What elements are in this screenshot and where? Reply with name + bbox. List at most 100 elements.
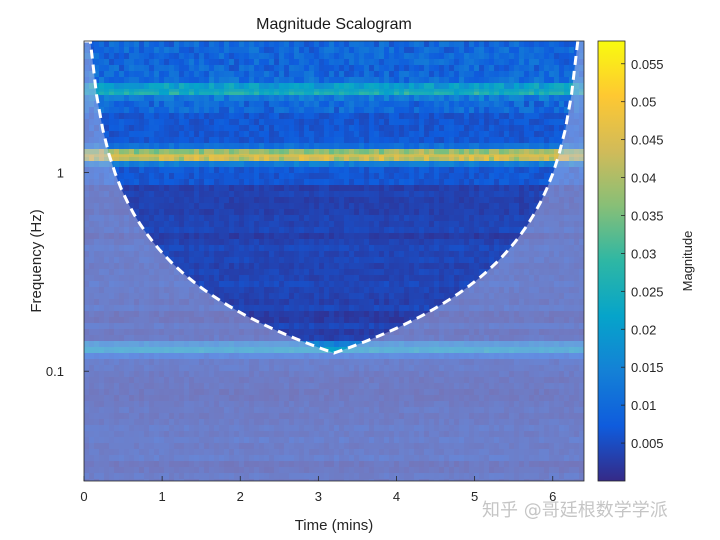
heatmap-cell xyxy=(239,209,245,216)
heatmap-cell xyxy=(499,113,505,120)
heatmap-cell xyxy=(259,209,265,216)
heatmap-cell xyxy=(379,233,385,240)
heatmap-cell xyxy=(354,41,360,48)
heatmap-cell xyxy=(164,95,170,102)
heatmap-cell xyxy=(294,125,300,132)
heatmap-cell xyxy=(364,53,370,60)
heatmap-cell xyxy=(269,77,275,84)
heatmap-cell xyxy=(169,173,175,180)
heatmap-cell xyxy=(414,89,420,96)
heatmap-cell xyxy=(214,269,220,276)
heatmap-cell xyxy=(154,263,160,270)
heatmap-cell xyxy=(559,311,565,318)
heatmap-cell xyxy=(384,305,390,312)
heatmap-cell xyxy=(559,173,565,180)
heatmap-cell xyxy=(339,131,345,138)
heatmap-cell xyxy=(299,329,305,336)
heatmap-cell xyxy=(399,131,405,138)
heatmap-cell xyxy=(189,251,195,258)
heatmap-cell xyxy=(549,299,555,306)
heatmap-cell xyxy=(489,113,495,120)
heatmap-cell xyxy=(334,251,340,258)
heatmap-cell xyxy=(569,143,575,150)
heatmap-cell xyxy=(364,149,370,156)
heatmap-cell xyxy=(204,329,210,336)
heatmap-cell xyxy=(239,335,245,342)
heatmap-cell xyxy=(464,149,470,156)
heatmap-cell xyxy=(254,107,260,114)
heatmap-cell xyxy=(294,161,300,168)
heatmap-cell xyxy=(374,317,380,324)
heatmap-cell xyxy=(559,275,565,282)
heatmap-cell xyxy=(169,227,175,234)
heatmap-cell xyxy=(399,89,405,96)
heatmap-cell xyxy=(289,65,295,72)
heatmap-cell xyxy=(514,323,520,330)
heatmap-cell xyxy=(284,221,290,228)
heatmap-cell xyxy=(484,257,490,264)
heatmap-cell xyxy=(564,143,570,150)
heatmap-cell xyxy=(184,173,190,180)
heatmap-cell xyxy=(559,335,565,342)
heatmap-cell xyxy=(99,41,105,48)
heatmap-cell xyxy=(139,191,145,198)
heatmap-cell xyxy=(369,77,375,84)
heatmap-cell xyxy=(574,137,580,144)
heatmap-cell xyxy=(309,179,315,186)
heatmap-cell xyxy=(174,269,180,276)
heatmap-cell xyxy=(389,155,395,162)
heatmap-cell xyxy=(314,251,320,258)
heatmap-cell xyxy=(479,317,485,324)
heatmap-cell xyxy=(189,191,195,198)
heatmap-cell xyxy=(244,89,250,96)
heatmap-cell xyxy=(154,83,160,90)
heatmap-cell xyxy=(509,317,515,324)
heatmap-cell xyxy=(94,131,100,138)
heatmap-cell xyxy=(429,77,435,84)
heatmap-cell xyxy=(99,173,105,180)
heatmap-cell xyxy=(329,71,335,78)
heatmap-cell xyxy=(274,125,280,132)
heatmap-cell xyxy=(544,47,550,54)
heatmap-cell xyxy=(139,299,145,306)
heatmap-cell xyxy=(199,203,205,210)
heatmap-cell xyxy=(289,209,295,216)
heatmap-cell xyxy=(484,65,490,72)
heatmap-cell xyxy=(204,245,210,252)
heatmap-cell xyxy=(244,167,250,174)
heatmap-cell xyxy=(199,323,205,330)
heatmap-cell xyxy=(309,77,315,84)
heatmap-cell xyxy=(554,275,560,282)
heatmap-cell xyxy=(144,59,150,66)
heatmap-cell xyxy=(119,263,125,270)
heatmap-cell xyxy=(129,47,135,54)
heatmap-cell xyxy=(469,161,475,168)
heatmap-cell xyxy=(569,149,575,156)
heatmap-cell xyxy=(124,167,130,174)
heatmap-cell xyxy=(174,263,180,270)
heatmap-cell xyxy=(554,305,560,312)
heatmap-cell xyxy=(194,95,200,102)
heatmap-cell xyxy=(544,77,550,84)
heatmap-cell xyxy=(444,209,450,216)
heatmap-cell xyxy=(489,101,495,108)
heatmap-cell xyxy=(544,275,550,282)
heatmap-cell xyxy=(174,245,180,252)
heatmap-cell xyxy=(289,131,295,138)
heatmap-cell xyxy=(454,119,460,126)
heatmap-cell xyxy=(429,311,435,318)
heatmap-cell xyxy=(119,167,125,174)
heatmap-cell xyxy=(434,71,440,78)
heatmap-cell xyxy=(354,77,360,84)
heatmap-cell xyxy=(239,77,245,84)
heatmap-cell xyxy=(264,293,270,300)
heatmap-cell xyxy=(534,59,540,66)
heatmap-cell xyxy=(229,179,235,186)
heatmap-cell xyxy=(259,227,265,234)
heatmap-cell xyxy=(499,131,505,138)
heatmap-cell xyxy=(314,209,320,216)
heatmap-cell xyxy=(114,245,120,252)
heatmap-cell xyxy=(529,269,535,276)
heatmap-cell xyxy=(499,119,505,126)
heatmap-cell xyxy=(309,251,315,258)
